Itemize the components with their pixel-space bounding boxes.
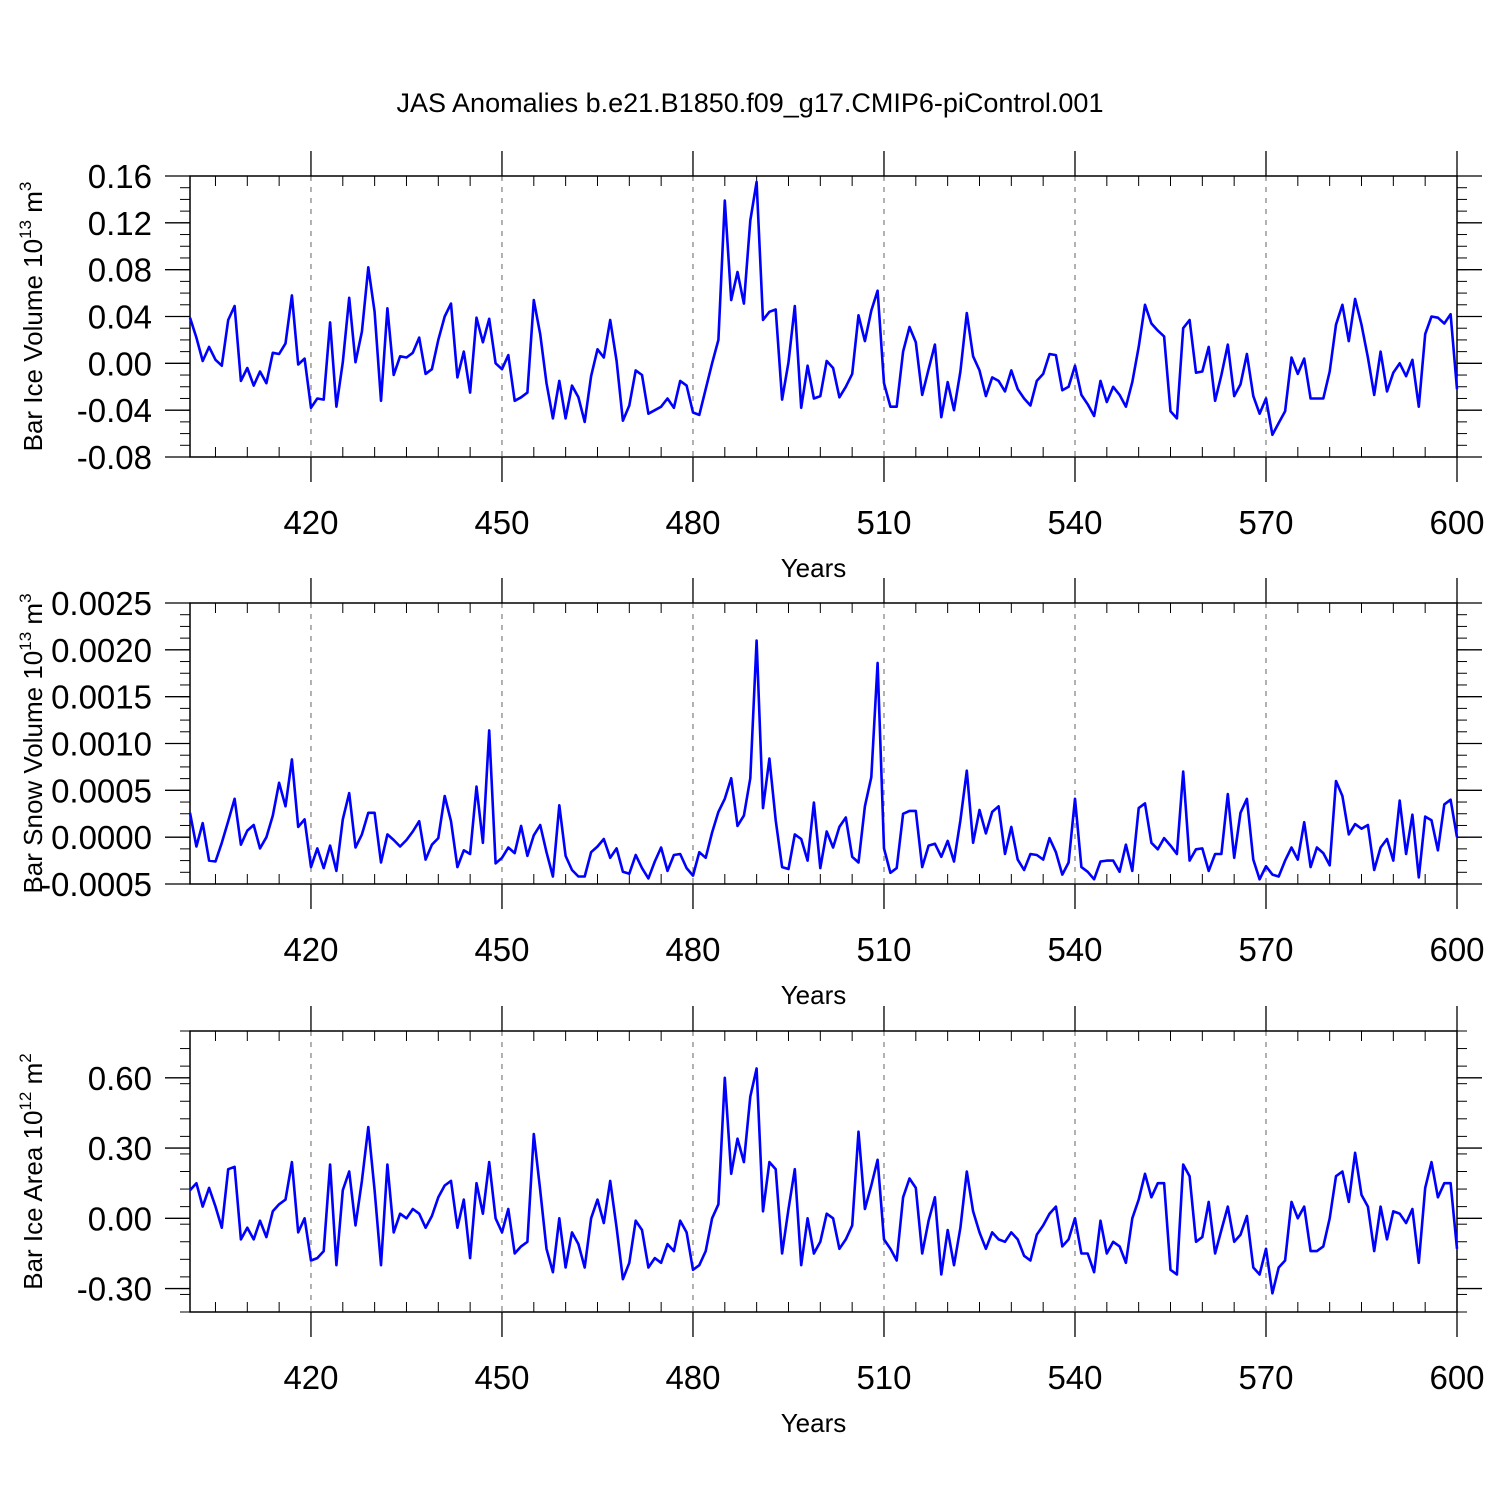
x-tick-label: 450 [474, 931, 529, 968]
x-tick-label: 420 [283, 931, 338, 968]
y-tick-label: 0.00 [88, 1200, 152, 1237]
x-tick-label: 540 [1047, 504, 1102, 541]
x-tick-label: 510 [856, 1359, 911, 1396]
y-tick-label: 0.00 [88, 345, 152, 382]
y-tick-label: -0.30 [77, 1271, 152, 1308]
y-tick-label: 0.0005 [51, 772, 152, 809]
y-tick-label: 0.16 [88, 158, 152, 195]
y-tick-label: 0.0020 [51, 632, 152, 669]
y-tick-label: 0.0015 [51, 679, 152, 716]
y-tick-label: 0.30 [88, 1130, 152, 1167]
x-tick-label: 480 [665, 504, 720, 541]
y-tick-label: -0.08 [77, 439, 152, 476]
chart-title: JAS Anomalies b.e21.B1850.f09_g17.CMIP6-… [397, 88, 1104, 118]
y-tick-label: 0.12 [88, 205, 152, 242]
y-axis-label: Bar Snow Volume 1013 m3 [16, 593, 48, 893]
x-tick-label: 420 [283, 1359, 338, 1396]
y-tick-label: -0.0005 [40, 866, 152, 903]
plot-frame [189, 602, 1458, 885]
plot-frame [189, 1030, 1458, 1313]
y-tick-label: 0.0000 [51, 819, 152, 856]
x-tick-label: 600 [1429, 1359, 1484, 1396]
x-tick-label: 570 [1238, 504, 1293, 541]
chart-panel-3: 420 450 480 510 540 570 600 -0.30 0.00 0.30 0.60 Ye… [16, 1006, 1485, 1438]
x-tick-label: 570 [1238, 931, 1293, 968]
y-tick-label: 0.04 [88, 299, 152, 336]
y-axis-label: Bar Ice Volume 1013 m3 [16, 182, 48, 452]
series-line [188, 180, 1459, 437]
x-axis-label: Years [781, 980, 847, 1010]
x-tick-label: 540 [1047, 931, 1102, 968]
x-tick-label: 480 [665, 1359, 720, 1396]
x-tick-label: 600 [1429, 931, 1484, 968]
y-tick-label: -0.04 [77, 392, 152, 429]
x-axis-label: Years [781, 553, 847, 583]
x-tick-label: 570 [1238, 1359, 1293, 1396]
x-tick-label: 480 [665, 931, 720, 968]
x-tick-label: 450 [474, 1359, 529, 1396]
y-tick-label: 0.0025 [51, 585, 152, 622]
y-tick-label: 0.60 [88, 1060, 152, 1097]
x-axis-label: Years [781, 1408, 847, 1438]
x-tick-label: 450 [474, 504, 529, 541]
plot-frame [189, 175, 1458, 458]
x-tick-label: 420 [283, 504, 338, 541]
x-tick-label: 540 [1047, 1359, 1102, 1396]
x-tick-label: 510 [856, 504, 911, 541]
chart-panel-2: 420 450 480 510 540 570 600 -0.0005 0.0000 0.0005… [16, 578, 1485, 1010]
x-tick-label: 510 [856, 931, 911, 968]
x-tick-label: 600 [1429, 504, 1484, 541]
chart-panel-1: 420 450 480 510 540 570 600 -0.08 -0.04 0.00 0.04 0… [16, 151, 1485, 583]
y-axis-label: Bar Ice Area 1012 m2 [16, 1053, 48, 1290]
series-line [188, 639, 1459, 881]
y-tick-label: 0.0010 [51, 726, 152, 763]
y-tick-label: 0.08 [88, 252, 152, 289]
series-line [189, 1067, 1459, 1295]
